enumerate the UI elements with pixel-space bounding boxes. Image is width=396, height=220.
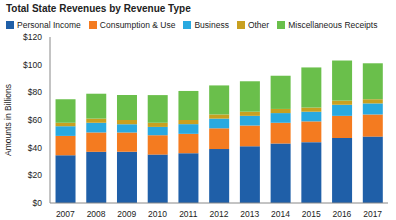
svg-text:2012: 2012 — [210, 209, 229, 219]
svg-text:$60: $60 — [28, 115, 42, 125]
html-text:Consumption & Use: Consumption & Use — [99, 19, 176, 30]
html-text:Total State Revenues by Revenu: Total State Revenues by Revenue Type — [6, 3, 191, 14]
svg-text:2015: 2015 — [302, 209, 321, 219]
svg-text:$120: $120 — [23, 32, 42, 42]
svg-text:2009: 2009 — [117, 209, 136, 219]
svg-text:2016: 2016 — [332, 209, 351, 219]
html-text:Personal Income: Personal Income — [17, 19, 81, 30]
svg-text:2010: 2010 — [148, 209, 167, 219]
svg-text:2017: 2017 — [363, 209, 382, 219]
html-text:Other: Other — [247, 19, 270, 30]
svg-text:$80: $80 — [28, 87, 42, 97]
svg-text:2007: 2007 — [56, 209, 75, 219]
svg-text:$0: $0 — [33, 198, 43, 208]
svg-text:$40: $40 — [28, 143, 42, 153]
html-text:Miscellaneous Receipts: Miscellaneous Receipts — [288, 19, 378, 30]
html-text:Business: Business — [194, 19, 229, 30]
svg-text:2011: 2011 — [179, 209, 198, 219]
svg-text:$20: $20 — [28, 170, 42, 180]
svg-text:2014: 2014 — [271, 209, 290, 219]
svg-text:Amounts in Billions: Amounts in Billions — [8, 84, 13, 156]
svg-text:2013: 2013 — [240, 209, 259, 219]
svg-text:2008: 2008 — [87, 209, 106, 219]
svg-text:$100: $100 — [23, 60, 42, 70]
